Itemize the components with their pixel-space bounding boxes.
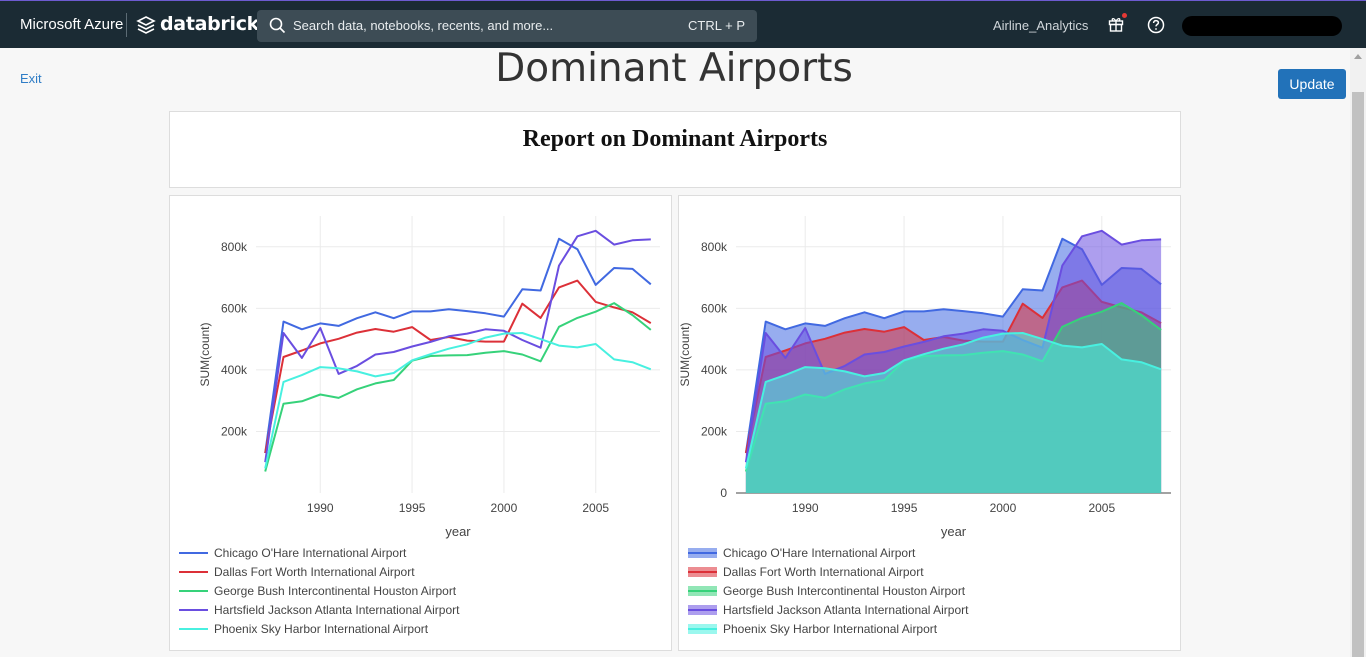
x-axis-label: year [445, 524, 471, 539]
x-tick-label: 1990 [307, 501, 334, 515]
legend-item[interactable]: Hartsfield Jackson Atlanta International… [179, 603, 460, 617]
legend-label: Phoenix Sky Harbor International Airport [723, 622, 938, 636]
series-line-2[interactable] [264, 302, 652, 472]
grid-lines [256, 216, 660, 493]
series-line-1[interactable] [264, 279, 652, 454]
legend: Chicago O'Hare International Airport Dall… [688, 546, 969, 636]
area-chart[interactable]: 1990 1995 2000 2005 0 200k 400k 600k 800k year SUM… [678, 196, 1180, 650]
legend-label: George Bush Intercontinental Houston Air… [723, 584, 966, 598]
y-tick-label: 0 [720, 486, 727, 500]
x-tick-label: 2005 [582, 501, 609, 515]
legend-label: Dallas Fort Worth International Airport [214, 565, 415, 579]
report-header-panel: Report on Dominant Airports [169, 111, 1181, 188]
databricks-wordmark[interactable]: databricks [160, 13, 271, 35]
x-tick-label: 1990 [792, 501, 819, 515]
series-group [744, 229, 1162, 494]
y-tick-label: 800k [221, 240, 248, 254]
user-account-menu[interactable] [1182, 16, 1342, 36]
x-tick-label: 1995 [891, 501, 918, 515]
area-chart-panel: 1990 1995 2000 2005 0 200k 400k 600k 800k year SUM… [678, 195, 1181, 651]
scrollbar-thumb[interactable] [1352, 92, 1364, 657]
search-icon [269, 17, 286, 34]
top-bar: Microsoft Azure databricks Search data, … [0, 0, 1366, 48]
search-input[interactable]: Search data, notebooks, recents, and mor… [293, 18, 554, 33]
x-tick-label: 2000 [990, 501, 1017, 515]
legend-item[interactable]: Phoenix Sky Harbor International Airport [688, 622, 938, 636]
y-axis-label: SUM(count) [679, 322, 692, 386]
legend-item[interactable]: Hartsfield Jackson Atlanta International… [688, 603, 969, 617]
x-tick-label: 2005 [1088, 501, 1115, 515]
y-tick-label: 200k [221, 424, 248, 438]
legend-item[interactable]: George Bush Intercontinental Houston Air… [179, 584, 457, 598]
update-button[interactable]: Update [1278, 69, 1346, 99]
legend-item[interactable]: Phoenix Sky Harbor International Airport [179, 622, 429, 636]
scroll-up-arrow-icon[interactable] [1354, 54, 1362, 59]
y-tick-label: 800k [701, 240, 728, 254]
gift-icon[interactable] [1108, 16, 1124, 32]
y-axis-label: SUM(count) [198, 322, 212, 386]
y-tick-label: 400k [701, 363, 728, 377]
brand-divider [126, 13, 127, 37]
azure-brand[interactable]: Microsoft Azure [20, 16, 124, 33]
search-shortcut-hint: CTRL + P [688, 18, 745, 33]
notification-dot [1122, 13, 1127, 18]
legend-item[interactable]: Chicago O'Hare International Airport [179, 546, 407, 560]
series-line-0[interactable] [264, 237, 652, 454]
global-search[interactable]: Search data, notebooks, recents, and mor… [257, 10, 757, 42]
legend-label: Hartsfield Jackson Atlanta International… [723, 603, 969, 617]
databricks-logo-icon[interactable] [136, 15, 156, 35]
series-group [264, 229, 652, 472]
exit-link[interactable]: Exit [20, 71, 42, 86]
legend-label: Chicago O'Hare International Airport [214, 546, 407, 560]
legend-label: George Bush Intercontinental Houston Air… [214, 584, 457, 598]
workspace-switcher[interactable]: Airline_Analytics [993, 18, 1089, 33]
series-line-3[interactable] [744, 229, 1162, 463]
legend-label: Hartsfield Jackson Atlanta International… [214, 603, 460, 617]
line-chart[interactable]: 1990 1995 2000 2005 200k 400k 600k 800k year SUM(… [170, 196, 671, 650]
legend-label: Chicago O'Hare International Airport [723, 546, 916, 560]
page-title: Dominant Airports [495, 46, 853, 91]
legend-label: Phoenix Sky Harbor International Airport [214, 622, 429, 636]
y-tick-label: 600k [701, 301, 728, 315]
x-tick-label: 2000 [491, 501, 518, 515]
y-tick-label: 200k [701, 424, 728, 438]
series-line-4[interactable] [264, 332, 652, 469]
line-chart-panel: 1990 1995 2000 2005 200k 400k 600k 800k year SUM(… [169, 195, 672, 651]
report-title: Report on Dominant Airports [522, 126, 828, 152]
help-icon[interactable] [1147, 16, 1165, 34]
legend-label: Dallas Fort Worth International Airport [723, 565, 924, 579]
y-tick-label: 600k [221, 301, 248, 315]
legend-item[interactable]: George Bush Intercontinental Houston Air… [688, 584, 966, 598]
x-tick-label: 1995 [399, 501, 426, 515]
legend: Chicago O'Hare International Airport Dall… [179, 546, 460, 636]
legend-item[interactable]: Dallas Fort Worth International Airport [688, 565, 924, 579]
y-tick-label: 400k [221, 363, 248, 377]
series-line-4[interactable] [744, 332, 1162, 469]
legend-item[interactable]: Dallas Fort Worth International Airport [179, 565, 415, 579]
x-axis-label: year [941, 524, 967, 539]
legend-item[interactable]: Chicago O'Hare International Airport [688, 546, 916, 560]
series-line-3[interactable] [264, 229, 651, 463]
